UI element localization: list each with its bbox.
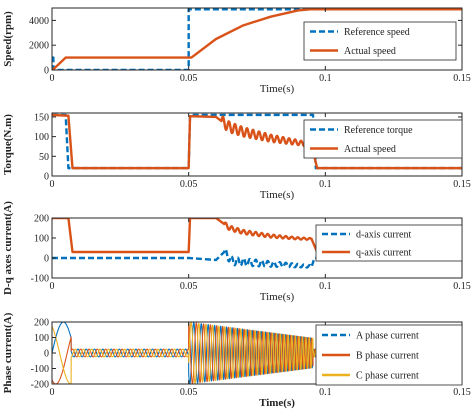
x-tick-label: 0: [50, 281, 55, 292]
series-line-2: [52, 218, 462, 254]
legend-entry: B phase current: [356, 351, 419, 362]
x-tick-label: 0.15: [453, 73, 471, 84]
x-tick-label: 0.05: [180, 387, 198, 398]
y-axis-label: Torque(N.m): [2, 114, 14, 175]
series-line-1: [52, 247, 462, 269]
series-line-2: [52, 8, 462, 70]
y-axis-label: Phase current(A): [2, 312, 14, 393]
y-tick-label: 0: [44, 254, 49, 265]
legend-entry: A phase current: [356, 331, 419, 342]
x-tick-label: 0.15: [453, 281, 471, 292]
plot-frame: [51, 7, 463, 71]
x-axis-label: Time(s): [260, 83, 295, 95]
legend-entry: Actual speed: [344, 144, 396, 155]
y-tick-label: -200: [31, 380, 49, 391]
legend: Reference torque Actual speed: [303, 119, 463, 159]
y-tick-label: 100: [34, 132, 49, 143]
legend: d-axis current q-axis current: [315, 224, 463, 262]
x-tick-label: 0.1: [319, 387, 332, 398]
legend-entry: Reference torque: [344, 125, 413, 136]
chart-panel-1: 0 0.05 0.1 0.15 0 2000 4000 Time(s) Speed(rpm) Re…: [2, 7, 471, 95]
x-tick-label: 0.15: [453, 179, 471, 190]
chart-panel-2: 0 0.05 0.1 0.15 0 50 100 150 Time(s) Torque(N.m) R…: [2, 112, 471, 201]
y-tick-label: 2000: [29, 41, 49, 52]
y-tick-label: 100: [34, 234, 49, 245]
x-tick-label: 0.1: [319, 281, 332, 292]
series-line-1: [52, 8, 462, 70]
y-tick-label: 50: [39, 152, 49, 163]
x-tick-label: 0: [50, 179, 55, 190]
x-tick-label: 0.05: [180, 73, 198, 84]
x-tick-label: 0.05: [180, 281, 198, 292]
y-tick-label: 200: [34, 318, 49, 329]
legend: Reference speed Actual speed: [303, 21, 457, 61]
y-tick-label: 100: [34, 333, 49, 344]
y-axis-label: Speed(rpm): [2, 11, 14, 67]
y-tick-label: -100: [31, 274, 49, 285]
x-axis-label: Time(s): [259, 397, 295, 409]
x-tick-label: 0.15: [453, 387, 471, 398]
legend-entry: C phase current: [356, 371, 419, 382]
legend-entry: Reference speed: [344, 27, 410, 38]
y-axis-label: D-q axes current(A): [2, 201, 14, 295]
y-tick-label: 0: [44, 349, 49, 360]
y-tick-label: -100: [31, 364, 49, 375]
x-tick-label: 0.05: [180, 179, 198, 190]
y-tick-label: 0: [44, 66, 49, 77]
y-tick-label: 0: [44, 172, 49, 183]
legend-entry: Actual speed: [344, 46, 396, 57]
series-line-2: [52, 113, 462, 170]
y-tick-label: 200: [34, 214, 49, 225]
y-tick-label: 4000: [29, 16, 49, 27]
x-tick-label: 0: [50, 73, 55, 84]
legend-entry: q-axis current: [356, 248, 411, 259]
legend: A phase current B phase current C phase cu…: [315, 324, 463, 386]
x-tick-label: 0.1: [319, 73, 332, 84]
chart-panel-4: 0 0.05 0.1 0.15 -200 -100 0 100 200 Time(s) Phase …: [2, 312, 471, 409]
x-axis-label: Time(s): [260, 291, 295, 303]
x-tick-label: 0: [50, 387, 55, 398]
x-axis-label: Time(s): [260, 189, 295, 201]
legend-entry: d-axis current: [356, 230, 411, 241]
y-tick-label: 150: [34, 112, 49, 123]
x-tick-label: 0.1: [319, 179, 332, 190]
